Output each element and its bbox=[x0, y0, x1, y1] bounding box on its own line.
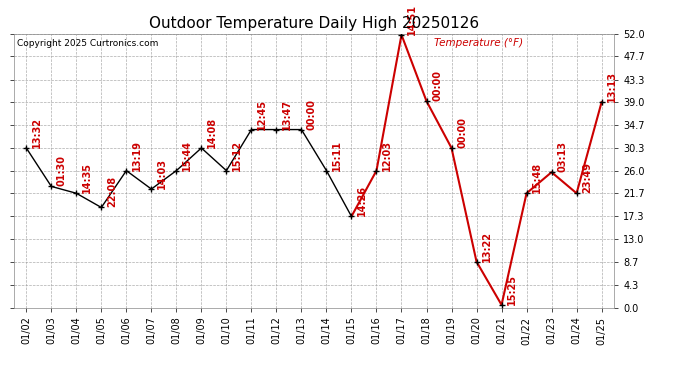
Text: 15:44: 15:44 bbox=[182, 140, 192, 171]
Text: 14:08: 14:08 bbox=[207, 117, 217, 148]
Text: 12:03: 12:03 bbox=[382, 140, 392, 171]
Text: 00:00: 00:00 bbox=[432, 70, 442, 101]
Text: 15:12: 15:12 bbox=[232, 140, 242, 171]
Text: 13:22: 13:22 bbox=[482, 231, 492, 262]
Text: 15:11: 15:11 bbox=[332, 140, 342, 171]
Text: 00:00: 00:00 bbox=[307, 99, 317, 130]
Text: 15:48: 15:48 bbox=[532, 162, 542, 193]
Text: 13:32: 13:32 bbox=[32, 117, 42, 148]
Text: 01:30: 01:30 bbox=[57, 155, 67, 186]
Text: 13:19: 13:19 bbox=[132, 140, 142, 171]
Text: 14:51: 14:51 bbox=[407, 4, 417, 35]
Text: 00:00: 00:00 bbox=[457, 117, 467, 148]
Text: 15:25: 15:25 bbox=[507, 274, 517, 305]
Text: 03:13: 03:13 bbox=[557, 141, 567, 172]
Text: 14:03: 14:03 bbox=[157, 158, 167, 189]
Text: Copyright 2025 Curtronics.com: Copyright 2025 Curtronics.com bbox=[17, 39, 158, 48]
Text: 23:49: 23:49 bbox=[582, 162, 592, 193]
Text: 13:13: 13:13 bbox=[607, 71, 617, 102]
Text: 22:08: 22:08 bbox=[107, 176, 117, 207]
Text: 13:47: 13:47 bbox=[282, 99, 292, 130]
Text: Temperature (°F): Temperature (°F) bbox=[434, 38, 523, 48]
Text: 12:45: 12:45 bbox=[257, 99, 267, 130]
Text: 14:26: 14:26 bbox=[357, 185, 367, 216]
Text: 14:35: 14:35 bbox=[82, 162, 92, 193]
Title: Outdoor Temperature Daily High 20250126: Outdoor Temperature Daily High 20250126 bbox=[149, 16, 479, 31]
